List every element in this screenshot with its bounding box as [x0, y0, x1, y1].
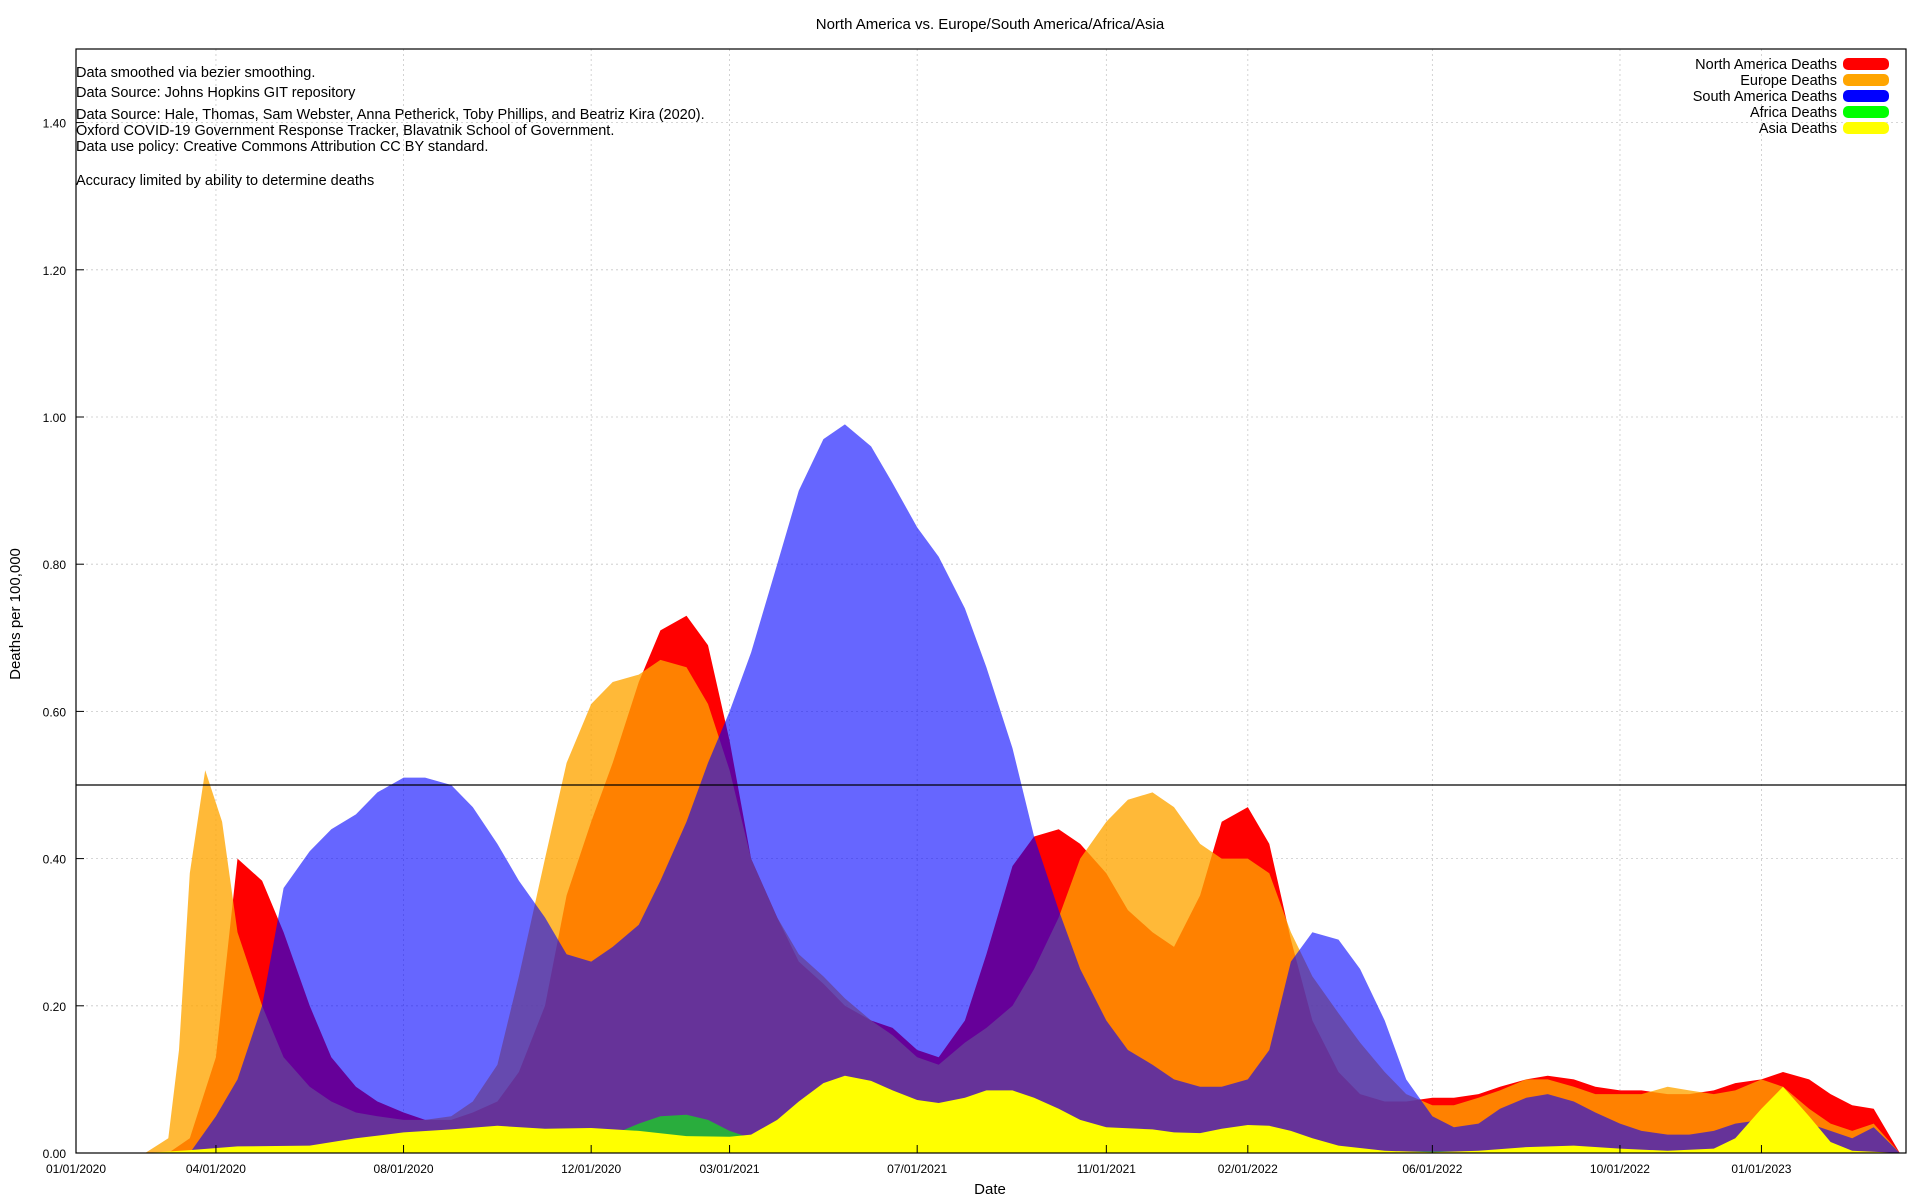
y-tick-label: 1.20 [43, 264, 67, 278]
x-tick-label: 04/01/2020 [186, 1162, 246, 1176]
x-tick-label: 08/01/2020 [374, 1162, 434, 1176]
y-tick-label: 0.80 [43, 558, 67, 572]
annotations: Data smoothed via bezier smoothing. Data … [76, 65, 705, 189]
annotation-line: Oxford COVID-19 Government Response Trac… [76, 123, 614, 139]
x-tick-label: 06/01/2022 [1402, 1162, 1462, 1176]
y-tick-label: 0.60 [43, 705, 67, 719]
legend-label: North America Deaths [1695, 57, 1837, 73]
legend-swatch [1843, 122, 1889, 134]
x-tick-label: 01/01/2023 [1731, 1162, 1791, 1176]
y-tick-label: 0.20 [43, 1000, 67, 1014]
legend-swatch [1843, 74, 1889, 86]
annotation-line: Accuracy limited by ability to determine… [76, 173, 374, 189]
x-axis-label: Date [974, 1181, 1006, 1198]
legend-swatch [1843, 106, 1889, 118]
x-tick-label: 12/01/2020 [561, 1162, 621, 1176]
chart-title: North America vs. Europe/South America/A… [816, 16, 1165, 33]
x-tick-label: 11/01/2021 [1077, 1162, 1136, 1176]
legend-swatch [1843, 90, 1889, 102]
area-asia-deaths [145, 1075, 1900, 1153]
y-tick-label: 1.00 [43, 411, 67, 425]
x-tick-label: 03/01/2021 [700, 1162, 760, 1176]
annotation-line: Data use policy: Creative Commons Attrib… [76, 139, 488, 155]
legend-label: Africa Deaths [1750, 105, 1837, 121]
x-tick-label: 02/01/2022 [1218, 1162, 1278, 1176]
y-tick-label: 1.40 [43, 117, 67, 131]
x-tick-label: 01/01/2020 [46, 1162, 106, 1176]
y-axis-label: Deaths per 100,000 [7, 548, 24, 680]
legend-label: South America Deaths [1693, 89, 1837, 105]
area-south-america-deaths [189, 424, 1900, 1153]
y-tick-label: 0.40 [43, 853, 67, 867]
axis-ticks: 0.00 0.20 0.40 0.60 0.80 1.00 1.20 1.40 01/01/20… [43, 117, 1792, 1176]
x-tick-label: 07/01/2021 [887, 1162, 947, 1176]
series-areas [145, 424, 1900, 1153]
annotation-line: Data Source: Hale, Thomas, Sam Webster, … [76, 107, 705, 123]
x-tick-label: 10/01/2022 [1590, 1162, 1650, 1176]
plot-frame [75, 48, 1907, 1154]
annotation-line: Data smoothed via bezier smoothing. [76, 65, 315, 81]
y-tick-label: 0.00 [43, 1147, 67, 1161]
legend-label: Asia Deaths [1759, 121, 1837, 137]
legend-swatch [1843, 58, 1889, 70]
legend-label: Europe Deaths [1740, 73, 1837, 89]
annotation-line: Data Source: Johns Hopkins GIT repositor… [76, 85, 356, 101]
